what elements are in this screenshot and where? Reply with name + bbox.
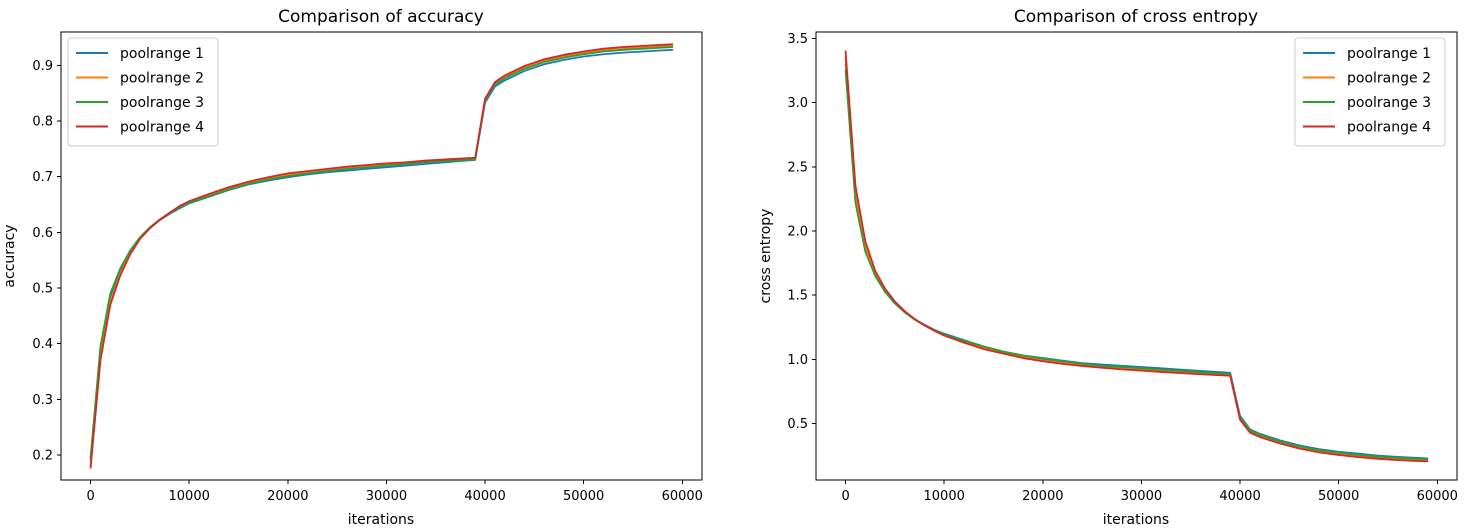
cross-entropy-axis-ticks: 0 10000 20000 30000 40000 50000 60000 0.5 1.0 1.5… xyxy=(787,32,1458,504)
accuracy-x-tick-label: 50000 xyxy=(563,489,604,504)
accuracy-legend-label: poolrange 3 xyxy=(120,95,204,111)
accuracy-x-tick-label: 60000 xyxy=(662,489,703,504)
cross-entropy-y-tick-label: 2.5 xyxy=(787,160,808,175)
cross-entropy-x-tick-label: 10000 xyxy=(924,489,965,504)
accuracy-plot-frame xyxy=(60,31,703,481)
accuracy-legend-label: poolrange 1 xyxy=(120,46,204,62)
cross-entropy-legend-label: poolrange 3 xyxy=(1347,95,1431,111)
cross-entropy-chart-title: Comparison of cross entropy xyxy=(1014,7,1258,27)
cross-entropy-y-tick-label: 1.0 xyxy=(787,353,808,368)
accuracy-legend-label: poolrange 2 xyxy=(120,71,204,87)
accuracy-y-tick-label: 0.9 xyxy=(32,59,53,74)
cross-entropy-x-axis-label: iterations xyxy=(1103,512,1169,528)
cross-entropy-legend-label: poolrange 2 xyxy=(1347,71,1431,87)
cross-entropy-legend-box xyxy=(1294,37,1446,147)
cross-entropy-y-tick-label: 0.5 xyxy=(787,417,808,432)
cross-entropy-x-tick-label: 60000 xyxy=(1417,489,1458,504)
accuracy-x-axis-label: iterations xyxy=(348,512,414,528)
accuracy-x-tick-label: 0 xyxy=(86,489,94,504)
cross-entropy-x-tick-label: 0 xyxy=(841,489,849,504)
accuracy-x-tick-label: 30000 xyxy=(366,489,407,504)
accuracy-legend-box xyxy=(67,37,219,147)
cross-entropy-y-tick-label: 3.0 xyxy=(787,96,808,111)
cross-entropy-plot-frame xyxy=(815,31,1458,481)
cross-entropy-legend-label: poolrange 1 xyxy=(1347,46,1431,62)
cross-entropy-x-tick-label: 20000 xyxy=(1022,489,1063,504)
accuracy-y-tick-label: 0.3 xyxy=(32,393,53,408)
cross-entropy-legend-label: poolrange 4 xyxy=(1347,120,1431,136)
accuracy-y-axis-label: accuracy xyxy=(2,224,18,287)
accuracy-y-tick-label: 0.7 xyxy=(32,170,53,185)
cross-entropy-x-tick-label: 40000 xyxy=(1219,489,1260,504)
accuracy-chart: Comparison of accuracy 0 10000 20000 30000 4… xyxy=(2,7,703,528)
accuracy-legend: poolrange 1 poolrange 2 poolrange 3 poolran… xyxy=(67,37,219,147)
accuracy-y-tick-label: 0.2 xyxy=(32,448,53,463)
accuracy-series-line-4 xyxy=(89,43,674,469)
cross-entropy-series-line-4 xyxy=(844,50,1429,463)
cross-entropy-y-tick-label: 2.0 xyxy=(787,224,808,239)
cross-entropy-y-tick-label: 3.5 xyxy=(787,32,808,47)
accuracy-y-tick-label: 0.4 xyxy=(32,337,53,352)
accuracy-legend-label: poolrange 4 xyxy=(120,120,204,136)
accuracy-series-lines xyxy=(89,43,674,469)
accuracy-y-tick-label: 0.5 xyxy=(32,282,53,297)
cross-entropy-x-tick-label: 50000 xyxy=(1318,489,1359,504)
accuracy-axis-ticks: 0 10000 20000 30000 40000 50000 60000 0.2 0.3 0.4… xyxy=(32,59,703,504)
accuracy-x-tick-label: 10000 xyxy=(169,489,210,504)
cross-entropy-y-tick-label: 1.5 xyxy=(787,289,808,304)
accuracy-x-tick-label: 40000 xyxy=(464,489,505,504)
cross-entropy-chart: Comparison of cross entropy 0 10000 20000 3… xyxy=(758,7,1458,528)
accuracy-chart-title: Comparison of accuracy xyxy=(278,7,484,27)
cross-entropy-legend: poolrange 1 poolrange 2 poolrange 3 poolran… xyxy=(1294,37,1446,147)
cross-entropy-series-line-3 xyxy=(844,69,1429,461)
accuracy-y-tick-label: 0.8 xyxy=(32,115,53,130)
cross-entropy-x-tick-label: 30000 xyxy=(1121,489,1162,504)
accuracy-y-tick-label: 0.6 xyxy=(32,226,53,241)
accuracy-x-tick-label: 20000 xyxy=(267,489,308,504)
cross-entropy-series-lines xyxy=(844,50,1429,463)
cross-entropy-y-axis-label: cross entropy xyxy=(758,209,774,304)
